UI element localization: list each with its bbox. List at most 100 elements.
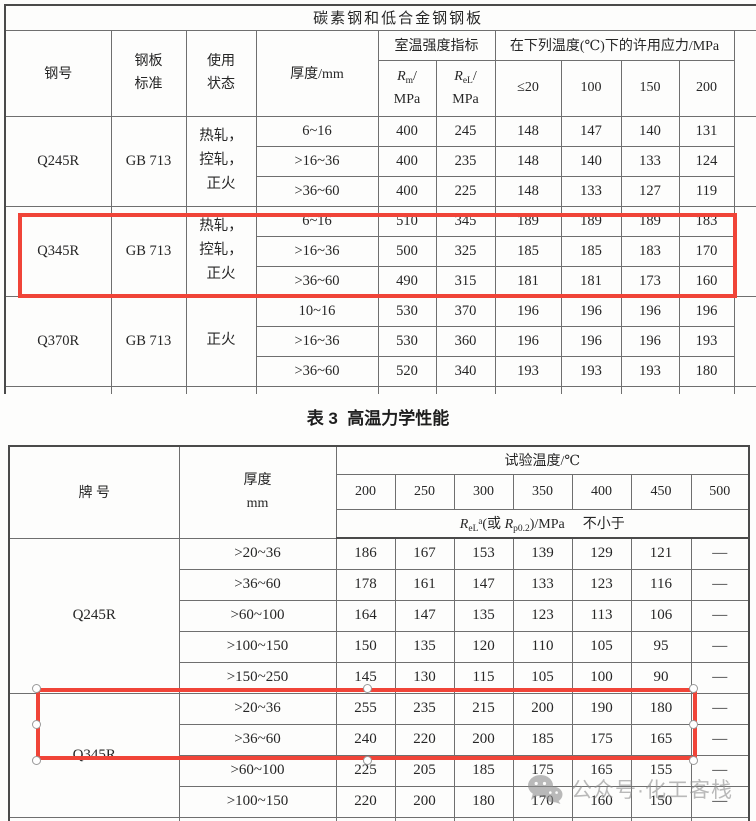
- table-row: Rm/ MPa ReL/ MPa ≤20 100 150 200: [5, 59, 756, 117]
- unit: MPa: [393, 91, 421, 107]
- value-cell: 148: [494, 145, 562, 177]
- value-cell: 520: [377, 355, 437, 387]
- symbol: R: [504, 516, 514, 532]
- value-cell: 340: [435, 355, 496, 387]
- value-cell: 120: [453, 630, 514, 663]
- table-row-cutoff: [8, 816, 750, 821]
- value-cell: 196: [620, 295, 680, 327]
- value-cell: 165: [630, 723, 692, 756]
- value-cell: 235: [435, 145, 496, 177]
- cutoff-cell: [453, 816, 514, 821]
- thickness-cell: >16~36: [255, 145, 379, 177]
- header-cell: 钢板 标准: [110, 29, 187, 117]
- selection-handle[interactable]: [363, 684, 372, 693]
- selection-box-q345r-table2[interactable]: [36, 688, 697, 760]
- value-cell: 196: [560, 295, 622, 327]
- cutoff-cell: [178, 816, 337, 821]
- table1-title-cell: 碳素钢和低合金钢钢板: [4, 4, 756, 31]
- cutoff-cell: [8, 816, 180, 821]
- value-cell: 400: [377, 115, 437, 147]
- header-cell: 250: [394, 473, 455, 510]
- value-cell: 178: [335, 568, 396, 601]
- value-cell: 161: [394, 568, 455, 601]
- value-cell: 245: [435, 115, 496, 147]
- value-cell: 180: [453, 785, 514, 818]
- value-cell: 196: [494, 325, 562, 357]
- cutoff-cell: [335, 816, 396, 821]
- text: )/MPa: [529, 516, 565, 532]
- table-row: >100~150 220 200 180 170 160 150 —: [9, 785, 750, 818]
- subscript: eL: [468, 523, 479, 534]
- value-cell: 160: [678, 265, 735, 297]
- header-cell: 300: [453, 473, 514, 510]
- subscript: p0.2: [513, 523, 530, 534]
- cutoff-cell: [678, 385, 735, 394]
- value-cell: 183: [620, 235, 680, 267]
- selection-handle[interactable]: [689, 756, 698, 765]
- value-cell: 196: [678, 295, 735, 327]
- table-row: 牌 号 厚度 mm 试验温度/℃: [8, 445, 750, 539]
- value-cell: 181: [560, 265, 622, 297]
- value-cell: 500: [377, 235, 437, 267]
- condition-text: 不小于: [582, 516, 625, 532]
- value-cell: 140: [620, 115, 680, 147]
- value-cell: 196: [620, 325, 680, 357]
- header-cell: 100: [560, 59, 622, 117]
- selection-handle[interactable]: [32, 756, 41, 765]
- cutoff-cell: [560, 385, 622, 394]
- header-cell: 厚度 mm: [178, 445, 337, 539]
- value-cell: 315: [435, 265, 496, 297]
- table-row: Q245R GB 713 热轧， 控轧， 正火 6~16 400 245 148…: [4, 115, 756, 207]
- header-cell-rm: Rm/ MPa: [377, 59, 437, 117]
- value-cell: —: [690, 723, 750, 756]
- unit: MPa: [452, 91, 479, 107]
- value-cell: 129: [571, 537, 632, 570]
- value-cell: 133: [560, 175, 622, 207]
- value-cell: 185: [494, 235, 562, 267]
- value-cell: 153: [453, 537, 514, 570]
- value-cell: 131: [678, 115, 735, 147]
- thickness-cell: >36~60: [255, 265, 379, 297]
- value-cell: 220: [335, 785, 396, 818]
- selection-handle[interactable]: [363, 756, 372, 765]
- value-cell: 148: [494, 175, 562, 207]
- value-cell: —: [690, 630, 750, 663]
- table-row: >36~60 490 315 181 181 173 160: [5, 265, 756, 297]
- header-cell-rel-spec: ReLa(或 Rp0.2)/MPa 不小于: [335, 508, 750, 539]
- thickness-cell: >100~150: [178, 630, 337, 663]
- header-cell: 400: [571, 473, 632, 510]
- thickness-cell: >36~60: [178, 568, 337, 601]
- state-cell: 正火: [185, 295, 257, 387]
- value-cell: —: [690, 537, 750, 570]
- header-cell-rel: ReL/ MPa: [435, 59, 496, 117]
- symbol: R: [454, 68, 463, 84]
- header-cell: 钢号: [4, 29, 112, 117]
- value-cell: 200: [453, 723, 514, 756]
- value-cell: 220: [394, 723, 455, 756]
- highlight-box-q345r-table1[interactable]: [18, 213, 737, 298]
- steel-grade-cell: Q245R: [8, 537, 180, 694]
- value-cell: 110: [512, 630, 573, 663]
- selection-handle[interactable]: [689, 684, 698, 693]
- value-cell: 119: [678, 175, 735, 207]
- table-row: 碳素钢和低合金钢钢板: [4, 4, 756, 31]
- selection-handle[interactable]: [32, 720, 41, 729]
- value-cell: 193: [560, 355, 622, 387]
- value-cell: 135: [453, 599, 514, 632]
- cutoff-cell: [690, 816, 750, 821]
- thickness-cell: 6~16: [255, 115, 379, 147]
- selection-handle[interactable]: [689, 720, 698, 729]
- value-cell: 255: [335, 692, 396, 725]
- value-cell: 235: [394, 692, 455, 725]
- cutoff-cell: [377, 385, 437, 394]
- table-row: >36~60 178 161 147 133 123 116 —: [9, 568, 750, 601]
- value-cell: 180: [678, 355, 735, 387]
- table-row: Q370R GB 713 正火 10~16 530 370 196 196 19…: [4, 295, 756, 387]
- wechat-icon: [528, 775, 563, 804]
- selection-handle[interactable]: [32, 684, 41, 693]
- value-cell: 196: [560, 325, 622, 357]
- table-allowable-stress: 碳素钢和低合金钢钢板 钢号 钢板 标准 使用 状态 厚度/mm 室温强度指标 在…: [4, 4, 756, 394]
- header-cell: 在下列温度(℃)下的许用应力/MPa: [494, 29, 735, 61]
- cutoff-cell: [571, 816, 632, 821]
- value-cell: 530: [377, 325, 437, 357]
